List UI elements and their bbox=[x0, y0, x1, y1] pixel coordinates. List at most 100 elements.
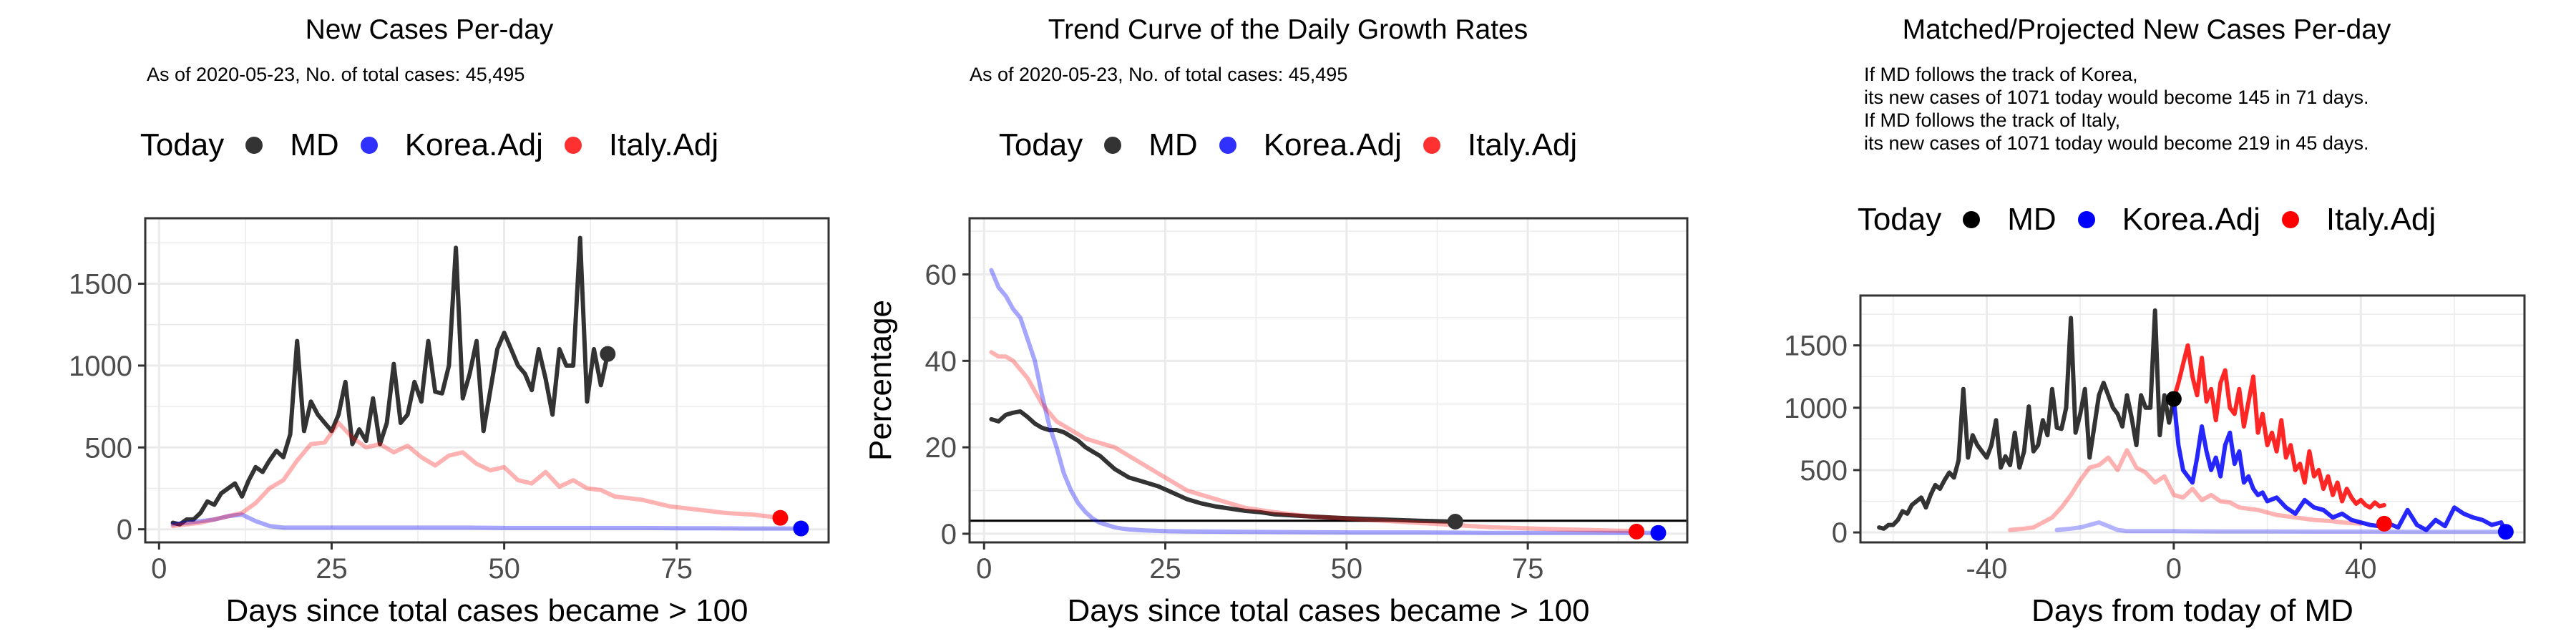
today-point bbox=[1650, 525, 1667, 541]
x-tick-label: 0 bbox=[976, 553, 992, 585]
chart-panel-3: Matched/Projected New Cases Per-day If M… bbox=[1717, 0, 2576, 644]
x-tick-label: 25 bbox=[316, 553, 348, 585]
series-line bbox=[170, 421, 783, 529]
y-tick-label: 0 bbox=[1832, 517, 1848, 549]
legend-title: Today bbox=[140, 127, 225, 162]
series-line bbox=[2008, 448, 2363, 532]
legend-dot-icon bbox=[1963, 211, 1981, 228]
legend-dot-icon bbox=[564, 137, 582, 154]
y-tick-label: 1500 bbox=[1784, 331, 1848, 362]
chart-subtitle: As of 2020-05-23, No. of total cases: 45… bbox=[970, 64, 1348, 85]
legend-dot-icon bbox=[1219, 137, 1236, 154]
x-tick-label: 75 bbox=[661, 553, 693, 585]
x-axis-label: Days from today of MD bbox=[2031, 593, 2353, 628]
x-tick-label: 40 bbox=[2345, 553, 2377, 585]
y-tick-label: 60 bbox=[925, 260, 957, 291]
legend-label: Italy.Adj bbox=[2326, 202, 2436, 237]
legend-dot-icon bbox=[1423, 137, 1440, 154]
plot-border bbox=[1859, 294, 2526, 544]
y-tick-label: 1500 bbox=[69, 269, 132, 301]
legend-item-md: MD bbox=[1963, 202, 2057, 238]
chart-subtitle: As of 2020-05-23, No. of total cases: 45… bbox=[147, 64, 525, 85]
today-point bbox=[1447, 514, 1463, 530]
x-tick-label: 75 bbox=[1512, 553, 1544, 585]
x-tick-label: 0 bbox=[151, 553, 167, 585]
series-line bbox=[989, 268, 1661, 535]
legend-label: MD bbox=[1148, 127, 1198, 162]
x-tick-label: 50 bbox=[488, 553, 520, 585]
x-tick-label: 0 bbox=[2166, 553, 2182, 585]
series-line bbox=[989, 409, 1458, 524]
legend-item-italy: Italy.Adj bbox=[1423, 127, 1577, 163]
x-tick-label: 50 bbox=[1331, 553, 1363, 585]
y-tick-label: 500 bbox=[84, 432, 132, 464]
plot-area bbox=[1860, 296, 2524, 542]
plot-area bbox=[145, 218, 829, 542]
today-point bbox=[2165, 391, 2182, 407]
y-tick-label: 500 bbox=[1800, 455, 1848, 487]
legend-item-md: MD bbox=[245, 127, 339, 163]
legend-label: Korea.Adj bbox=[1263, 127, 1402, 162]
legend-label: Korea.Adj bbox=[2122, 202, 2260, 237]
today-point bbox=[793, 520, 809, 537]
y-tick-label: 1000 bbox=[69, 351, 132, 382]
legend-dot-icon bbox=[2077, 211, 2095, 228]
legend-item-italy: Italy.Adj bbox=[2281, 202, 2436, 238]
legend-item-italy: Italy.Adj bbox=[564, 127, 719, 163]
series-line bbox=[170, 512, 804, 531]
annotation-line: If MD follows the track of Korea, bbox=[1864, 64, 2138, 85]
y-tick-label: 0 bbox=[941, 519, 957, 550]
x-axis-label: Days since total cases became > 100 bbox=[1067, 593, 1589, 628]
legend: Today MD Korea.Adj Italy.Adj bbox=[859, 127, 1717, 163]
y-tick-label: 1000 bbox=[1784, 393, 1848, 424]
x-tick-label: -40 bbox=[1966, 553, 2008, 585]
chart-title: Trend Curve of the Daily Growth Rates bbox=[1048, 14, 1528, 45]
x-axis-label: Days since total cases became > 100 bbox=[225, 593, 748, 628]
series-line bbox=[170, 235, 610, 527]
series-line bbox=[1877, 308, 2176, 531]
chart-plot-3: -40 0 40 0 500 1000 1500 Days from today of MD bbox=[1784, 294, 2526, 628]
chart-title: Matched/Projected New Cases Per-day bbox=[1902, 14, 2391, 45]
plot-border bbox=[144, 217, 830, 544]
chart-panel-1: New Cases Per-day As of 2020-05-23, No. … bbox=[0, 0, 859, 644]
annotation-line: its new cases of 1071 today would become… bbox=[1864, 132, 2369, 154]
legend: Today MD Korea.Adj Italy.Adj bbox=[1717, 202, 2576, 238]
plot-border bbox=[968, 217, 1689, 544]
plot-area bbox=[970, 218, 1687, 542]
y-tick-label: 20 bbox=[925, 432, 957, 464]
legend-item-korea: Korea.Adj bbox=[360, 127, 543, 163]
legend: Today MD Korea.Adj Italy.Adj bbox=[0, 127, 859, 163]
series-line bbox=[2171, 343, 2386, 510]
series-line bbox=[2171, 396, 2508, 535]
today-point bbox=[1629, 523, 1645, 540]
legend-item-korea: Korea.Adj bbox=[2077, 202, 2260, 238]
legend-label: MD bbox=[290, 127, 339, 162]
legend-label: Italy.Adj bbox=[1467, 127, 1578, 162]
legend-dot-icon bbox=[1104, 137, 1122, 154]
y-tick-label: 40 bbox=[925, 346, 957, 377]
legend-title: Today bbox=[998, 127, 1083, 162]
y-axis-label: Percentage bbox=[863, 300, 898, 461]
chart-plot-2: 0 25 50 75 0 20 40 60 Days since total cases bec… bbox=[863, 217, 1689, 628]
legend-label: MD bbox=[2007, 202, 2057, 237]
today-point bbox=[2497, 524, 2514, 540]
chart-title: New Cases Per-day bbox=[305, 14, 554, 45]
today-point bbox=[600, 346, 616, 362]
annotation-line: If MD follows the track of Italy, bbox=[1864, 109, 2121, 131]
legend-label: Italy.Adj bbox=[608, 127, 719, 162]
legend-title: Today bbox=[1857, 202, 1942, 237]
legend-item-korea: Korea.Adj bbox=[1219, 127, 1402, 163]
series-line bbox=[2054, 520, 2504, 535]
chart-plot-1: 0 25 50 75 0 500 1000 1500 Days since total case… bbox=[69, 217, 830, 628]
chart-panel-2: Trend Curve of the Daily Growth Rates As… bbox=[859, 0, 1717, 644]
annotation-line: its new cases of 1071 today would become… bbox=[1864, 87, 2369, 108]
x-tick-label: 25 bbox=[1149, 553, 1181, 585]
series-line bbox=[989, 350, 1639, 534]
legend-dot-icon bbox=[245, 137, 263, 154]
today-point bbox=[2376, 515, 2392, 532]
today-point bbox=[772, 509, 789, 526]
legend-label: Korea.Adj bbox=[404, 127, 543, 162]
legend-dot-icon bbox=[2281, 211, 2299, 228]
legend-dot-icon bbox=[360, 137, 378, 154]
y-tick-label: 0 bbox=[117, 514, 132, 546]
